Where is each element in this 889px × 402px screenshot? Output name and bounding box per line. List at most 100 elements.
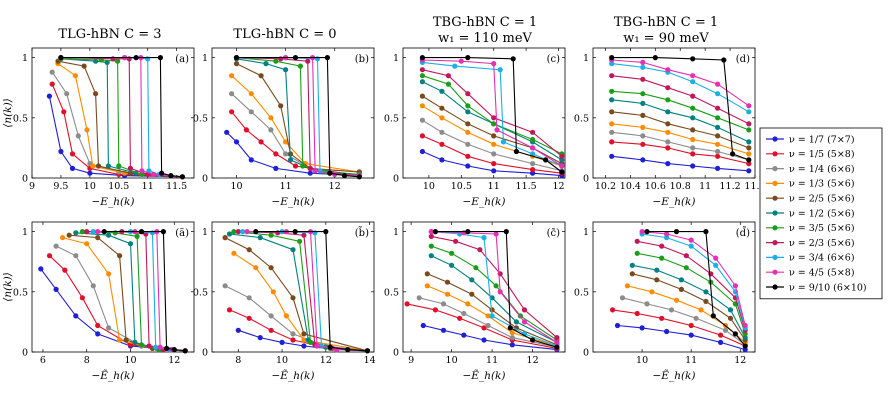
data-point: [497, 67, 503, 73]
data-point: [673, 297, 680, 303]
data-point: [500, 139, 506, 145]
data-point: [654, 277, 660, 283]
panel-6: 8 10 12 14 0 0.5 1 −Ẽ_h(k) (b̃): [193, 221, 376, 382]
panel-label: (c): [547, 54, 561, 65]
series-10: [639, 229, 748, 329]
x-tick-label: 11.2: [719, 181, 740, 192]
x-tick-label: 10.6: [645, 181, 666, 192]
data-point: [292, 229, 298, 235]
legend-label: ν = 3/5 (5×6): [789, 223, 855, 234]
series-4: [424, 283, 560, 349]
data-point: [609, 88, 615, 94]
data-point: [62, 267, 68, 273]
data-point: [246, 247, 252, 253]
data-point: [38, 266, 44, 272]
series-10: [58, 55, 185, 180]
legend-label: ν = 1/3 (5×6): [789, 179, 855, 190]
data-point: [746, 145, 752, 151]
data-point: [721, 57, 727, 63]
data-point: [530, 167, 536, 173]
data-point: [609, 61, 615, 67]
data-point: [715, 165, 721, 171]
series-11: [644, 229, 748, 349]
y-tick-label: 0: [202, 348, 208, 359]
series-line: [422, 81, 563, 161]
data-point: [530, 337, 536, 343]
data-point: [678, 286, 685, 292]
series-5: [609, 109, 752, 151]
series-line: [406, 303, 558, 349]
series-line: [617, 324, 746, 351]
x-tick-label: 9: [408, 355, 414, 366]
series-line: [431, 255, 558, 343]
data-point: [104, 59, 110, 65]
data-point: [150, 171, 157, 177]
series-7: [609, 88, 752, 133]
panel-frame: [592, 221, 756, 353]
data-point: [146, 343, 152, 349]
x-tick-label: 9: [29, 181, 35, 192]
data-point: [465, 163, 471, 169]
data-point: [364, 348, 370, 354]
series-line: [632, 264, 746, 338]
data-point: [283, 313, 289, 319]
data-point: [356, 174, 362, 180]
y-tick-label: 0: [202, 174, 208, 185]
data-point: [688, 237, 694, 243]
data-point: [231, 250, 237, 256]
data-point: [290, 295, 296, 301]
data-point: [416, 295, 422, 301]
data-point: [419, 133, 425, 139]
panel-label: (d): [736, 54, 750, 65]
x-tick-label: 10: [124, 355, 136, 366]
data-point: [246, 315, 252, 321]
data-point: [732, 331, 739, 337]
data-point: [683, 253, 689, 259]
x-tick-label: 11: [486, 355, 498, 366]
data-point: [168, 173, 174, 179]
data-point: [439, 88, 445, 94]
data-point: [746, 161, 752, 167]
x-tick-label: 11.4: [744, 181, 765, 192]
data-point: [231, 229, 237, 235]
data-point: [66, 232, 72, 238]
data-point: [116, 163, 122, 169]
series-line: [611, 59, 750, 107]
data-point: [235, 229, 241, 235]
data-point: [268, 127, 274, 133]
x-axis-label: −E_h(k): [271, 196, 314, 208]
series-line: [611, 99, 750, 143]
series-3: [53, 243, 188, 354]
data-point: [233, 55, 240, 61]
series-9: [428, 229, 560, 349]
data-point: [112, 230, 118, 236]
data-point: [554, 335, 560, 341]
data-point: [722, 327, 729, 333]
data-point: [521, 307, 528, 313]
y-tick-label: 0: [22, 174, 28, 185]
y-tick-label: 0: [22, 348, 28, 359]
series-3: [609, 129, 752, 163]
data-point: [554, 339, 560, 345]
column-title-3: TBG-hBN C = 1: [433, 15, 537, 30]
data-point: [477, 247, 483, 253]
series-line: [422, 59, 563, 167]
series-line: [637, 240, 746, 331]
data-point: [61, 109, 67, 115]
data-point: [491, 61, 497, 67]
data-point: [713, 255, 719, 261]
data-point: [95, 229, 101, 235]
data-point: [640, 157, 646, 163]
data-point: [732, 283, 739, 289]
y-tick-label: 1: [393, 227, 399, 238]
data-point: [530, 136, 536, 143]
data-point: [290, 247, 296, 253]
y-tick-label: 0: [393, 174, 399, 185]
series-line: [431, 231, 558, 347]
series-11: [101, 229, 188, 354]
x-tick-label: 8: [84, 355, 90, 366]
series-line: [422, 75, 563, 155]
data-point: [127, 165, 133, 171]
data-point: [440, 301, 447, 307]
